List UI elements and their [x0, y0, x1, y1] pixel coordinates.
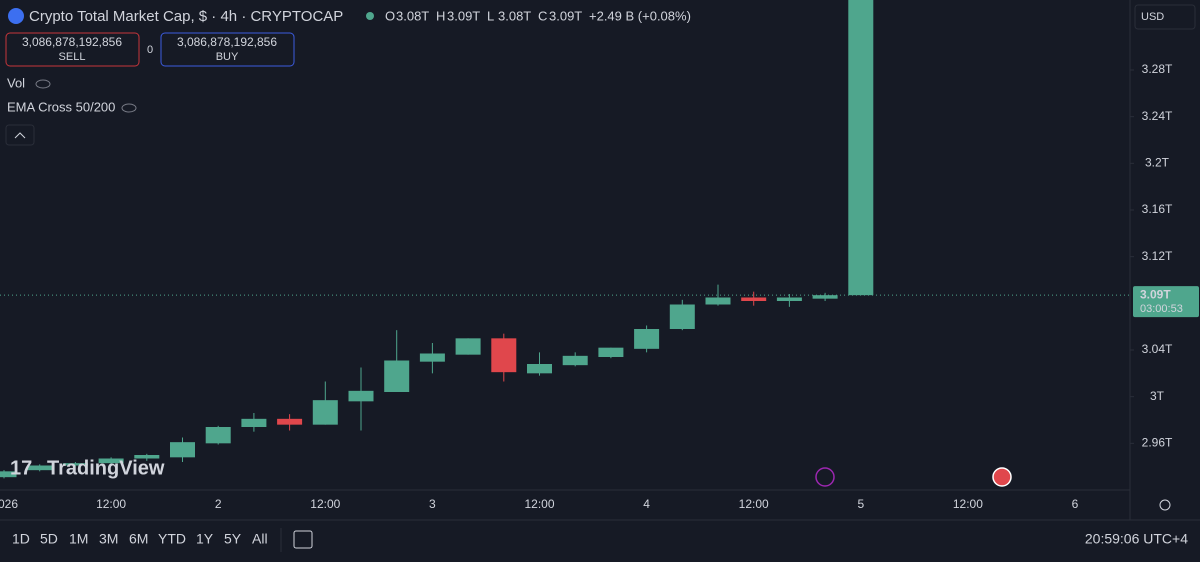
x-tick-label: 3 — [429, 497, 436, 511]
ohlc-value: 3.09T — [549, 8, 582, 23]
range-button[interactable]: 5Y — [224, 531, 242, 547]
date-range-icon[interactable] — [293, 530, 313, 549]
ohlc-key: L — [487, 8, 494, 23]
candle-body — [741, 297, 767, 301]
candle-body — [277, 418, 303, 425]
ohlc-value: 3.08T — [498, 8, 531, 23]
countdown: 03:00:53 — [1140, 303, 1183, 315]
candle-body — [241, 418, 267, 427]
candle-body — [348, 390, 374, 402]
candle-body — [705, 297, 731, 305]
candle-body — [527, 364, 552, 374]
candle-body — [812, 295, 838, 299]
y-tick-label: 2.96T — [1142, 436, 1173, 450]
hide-icon[interactable] — [35, 79, 51, 89]
x-tick-label: 12:00 — [524, 497, 554, 511]
status-dot — [366, 12, 374, 20]
clock: 20:59:06 UTC+4 — [1085, 531, 1188, 547]
x-tick-label: 12:00 — [96, 497, 126, 511]
range-button[interactable]: All — [252, 531, 268, 547]
candle-body — [669, 304, 695, 329]
buy-price: 3,086,878,192,856 — [177, 35, 277, 49]
range-button[interactable]: 3M — [99, 531, 118, 547]
candles — [0, 0, 874, 479]
settings-icon[interactable] — [1159, 499, 1171, 511]
candle-body — [27, 465, 53, 471]
hide-icon[interactable] — [121, 103, 137, 113]
event-icon[interactable] — [815, 467, 835, 487]
currency: USD — [1141, 11, 1164, 23]
x-tick-label: 6 — [1072, 497, 1079, 511]
ohlc-key: O — [385, 8, 395, 23]
flag-icon[interactable] — [992, 467, 1012, 487]
ohlc-key: C — [538, 8, 547, 23]
sell-button[interactable] — [5, 32, 140, 67]
last-price-label: 3.09T — [1140, 287, 1171, 301]
symbol-logo — [8, 8, 24, 24]
last-price-box — [1133, 286, 1199, 318]
indicator[interactable]: Vol — [7, 75, 25, 90]
candle-body — [62, 463, 88, 466]
buy-button[interactable] — [160, 32, 295, 67]
x-tick-label: 4 — [643, 497, 650, 511]
toolbar: 1D 5D 1M 3M 6M YTD 1Y 5Y All — [12, 531, 268, 547]
logo: TradingView — [47, 457, 165, 479]
candle-body — [598, 347, 624, 357]
x-tick-label: 2 — [215, 497, 222, 511]
collapse-icon — [14, 132, 26, 139]
y-tick-label: 3.24T — [1142, 109, 1173, 123]
tv-mark: 17 — [10, 457, 32, 479]
spread: 0 — [147, 44, 153, 56]
range-button[interactable]: 5D — [40, 531, 58, 547]
candle-body — [205, 427, 231, 444]
collapse-button[interactable] — [5, 124, 35, 146]
change: +2.49 B (+0.08%) — [589, 8, 691, 23]
range-button[interactable]: 1M — [69, 531, 88, 547]
y-tick-label: 3.12T — [1142, 249, 1173, 263]
candle-body — [0, 471, 17, 478]
y-tick-label: 3T — [1150, 389, 1165, 403]
x-tick-label: 12:00 — [739, 497, 769, 511]
range-button[interactable]: 6M — [129, 531, 148, 547]
candle-body — [419, 353, 445, 362]
range-button[interactable]: 1D — [12, 531, 30, 547]
ohlc-value: 3.08T — [396, 8, 429, 23]
candle-body — [562, 355, 588, 366]
candle-body — [776, 297, 802, 301]
x-tick-label: 12:00 — [953, 497, 983, 511]
candle-body — [384, 360, 410, 392]
y-tick-label: 3.2T — [1145, 156, 1170, 170]
ohlc: O 3.08T H 3.09T L 3.08T C 3.09T — [385, 8, 582, 23]
candle-body — [134, 455, 160, 459]
buy-label: BUY — [216, 51, 239, 63]
candle-body — [848, 0, 874, 296]
indicator[interactable]: EMA Cross 50/200 — [7, 99, 115, 114]
ohlc-key: H — [436, 8, 445, 23]
range-button[interactable]: YTD — [158, 531, 186, 547]
y-tick-label: 3.16T — [1142, 202, 1173, 216]
candle-body — [634, 329, 660, 349]
sell-label: SELL — [59, 51, 86, 63]
candle-body — [98, 458, 124, 464]
sell-price: 3,086,878,192,856 — [22, 35, 122, 49]
ohlc-value: 3.09T — [447, 8, 480, 23]
x-tick-label: 026 — [0, 497, 18, 511]
candle-body — [312, 400, 338, 425]
y-tick-label: 3.04T — [1142, 342, 1173, 356]
candle-body — [455, 338, 481, 355]
x-tick-label: 12:00 — [310, 497, 340, 511]
y-tick-label: 3.28T — [1142, 62, 1173, 76]
range-button[interactable]: 1Y — [196, 531, 214, 547]
currency-button[interactable] — [1134, 4, 1196, 30]
candle-body — [170, 442, 195, 458]
x-tick-label: 5 — [857, 497, 864, 511]
title: Crypto Total Market Cap, $ · 4h · CRYPTO… — [29, 8, 343, 25]
candle-body — [491, 338, 517, 373]
